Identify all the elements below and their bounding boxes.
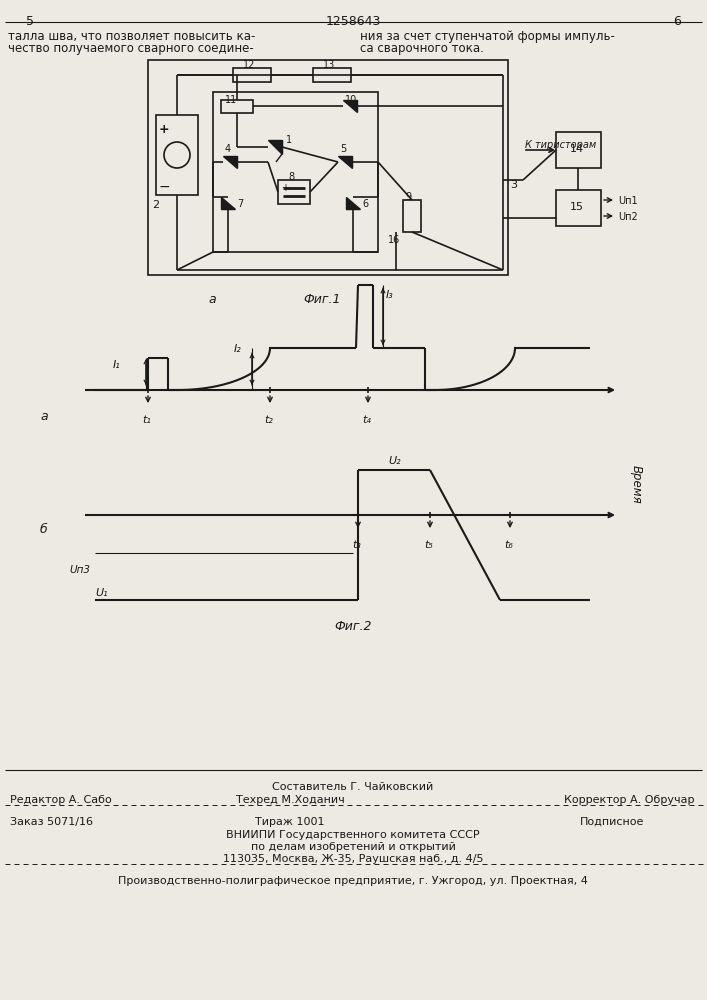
Bar <box>278 180 310 204</box>
Text: 14: 14 <box>570 144 584 154</box>
Text: 4: 4 <box>225 144 231 154</box>
Text: t₄: t₄ <box>362 415 371 425</box>
Text: Uп2: Uп2 <box>618 212 638 222</box>
Text: са сварочного тока.: са сварочного тока. <box>360 42 484 55</box>
Text: Фиг.1: Фиг.1 <box>303 293 341 306</box>
Text: 15: 15 <box>570 202 584 212</box>
Bar <box>403 200 421 232</box>
Text: 7: 7 <box>237 199 243 209</box>
Text: Корректор А. Обручар: Корректор А. Обручар <box>564 795 695 805</box>
Text: 12: 12 <box>243 60 255 70</box>
Bar <box>233 68 271 82</box>
Text: U₁: U₁ <box>95 588 107 598</box>
Text: U₂: U₂ <box>388 456 401 466</box>
Text: 13: 13 <box>323 60 335 70</box>
Text: 5: 5 <box>26 15 34 28</box>
Text: −: − <box>159 180 170 194</box>
Text: а: а <box>208 293 216 306</box>
Text: Производственно-полиграфическое предприятие, г. Ужгород, ул. Проектная, 4: Производственно-полиграфическое предприя… <box>118 876 588 886</box>
Text: чество получаемого сварного соедине-: чество получаемого сварного соедине- <box>8 42 254 55</box>
Text: по делам изобретений и открытий: по делам изобретений и открытий <box>250 842 455 852</box>
Text: 5: 5 <box>340 144 346 154</box>
Text: Заказ 5071/16: Заказ 5071/16 <box>10 817 93 827</box>
Text: Uп1: Uп1 <box>618 196 638 206</box>
Polygon shape <box>343 100 357 112</box>
Text: 3: 3 <box>510 180 517 190</box>
Text: t₃: t₃ <box>352 540 361 550</box>
Text: 16: 16 <box>388 235 400 245</box>
Text: Uп3: Uп3 <box>69 565 90 575</box>
Text: Время: Время <box>630 465 643 504</box>
Text: б: б <box>40 523 48 536</box>
Text: +: + <box>159 123 170 136</box>
Bar <box>556 190 601 226</box>
Text: Фиг.2: Фиг.2 <box>334 620 372 633</box>
Bar <box>148 60 508 275</box>
Text: t₂: t₂ <box>264 415 273 425</box>
Text: Тираж 1001: Тираж 1001 <box>255 817 325 827</box>
Text: I₁: I₁ <box>113 360 121 370</box>
Text: t₆: t₆ <box>504 540 513 550</box>
Text: талла шва, что позволяет повысить ка-: талла шва, что позволяет повысить ка- <box>8 30 255 43</box>
Text: Редактор А. Сабо: Редактор А. Сабо <box>10 795 112 805</box>
Bar <box>213 92 378 252</box>
Bar <box>156 115 198 195</box>
Polygon shape <box>346 197 360 209</box>
Text: ния за счет ступенчатой формы импуль-: ния за счет ступенчатой формы импуль- <box>360 30 615 43</box>
Text: 1258643: 1258643 <box>325 15 380 28</box>
Text: 10: 10 <box>345 95 357 105</box>
Text: 6: 6 <box>673 15 681 28</box>
Text: 6: 6 <box>362 199 368 209</box>
Text: Техред М.Ходанич: Техред М.Ходанич <box>235 795 344 805</box>
Bar <box>556 132 601 168</box>
Text: +: + <box>281 183 289 193</box>
Text: 8: 8 <box>288 172 294 182</box>
Polygon shape <box>221 197 235 209</box>
Text: а: а <box>40 410 47 423</box>
Bar <box>221 100 253 113</box>
Polygon shape <box>338 156 352 168</box>
Text: I₃: I₃ <box>386 290 394 300</box>
Text: 1: 1 <box>286 135 292 145</box>
Polygon shape <box>223 156 237 168</box>
Text: К тиристорам: К тиристорам <box>525 140 596 150</box>
Text: 113035, Москва, Ж-35, Раушская наб., д. 4/5: 113035, Москва, Ж-35, Раушская наб., д. … <box>223 854 484 864</box>
Text: Подписное: Подписное <box>580 817 644 827</box>
Text: I₂: I₂ <box>234 344 242 354</box>
Text: t₁: t₁ <box>142 415 151 425</box>
Text: t₅: t₅ <box>424 540 433 550</box>
Text: 2: 2 <box>152 200 159 210</box>
Text: 11: 11 <box>225 95 238 105</box>
Bar <box>313 68 351 82</box>
Polygon shape <box>268 140 282 154</box>
Text: Составитель Г. Чайковский: Составитель Г. Чайковский <box>272 782 433 792</box>
Text: ВНИИПИ Государственного комитета СССР: ВНИИПИ Государственного комитета СССР <box>226 830 480 840</box>
Text: 9: 9 <box>405 192 411 202</box>
